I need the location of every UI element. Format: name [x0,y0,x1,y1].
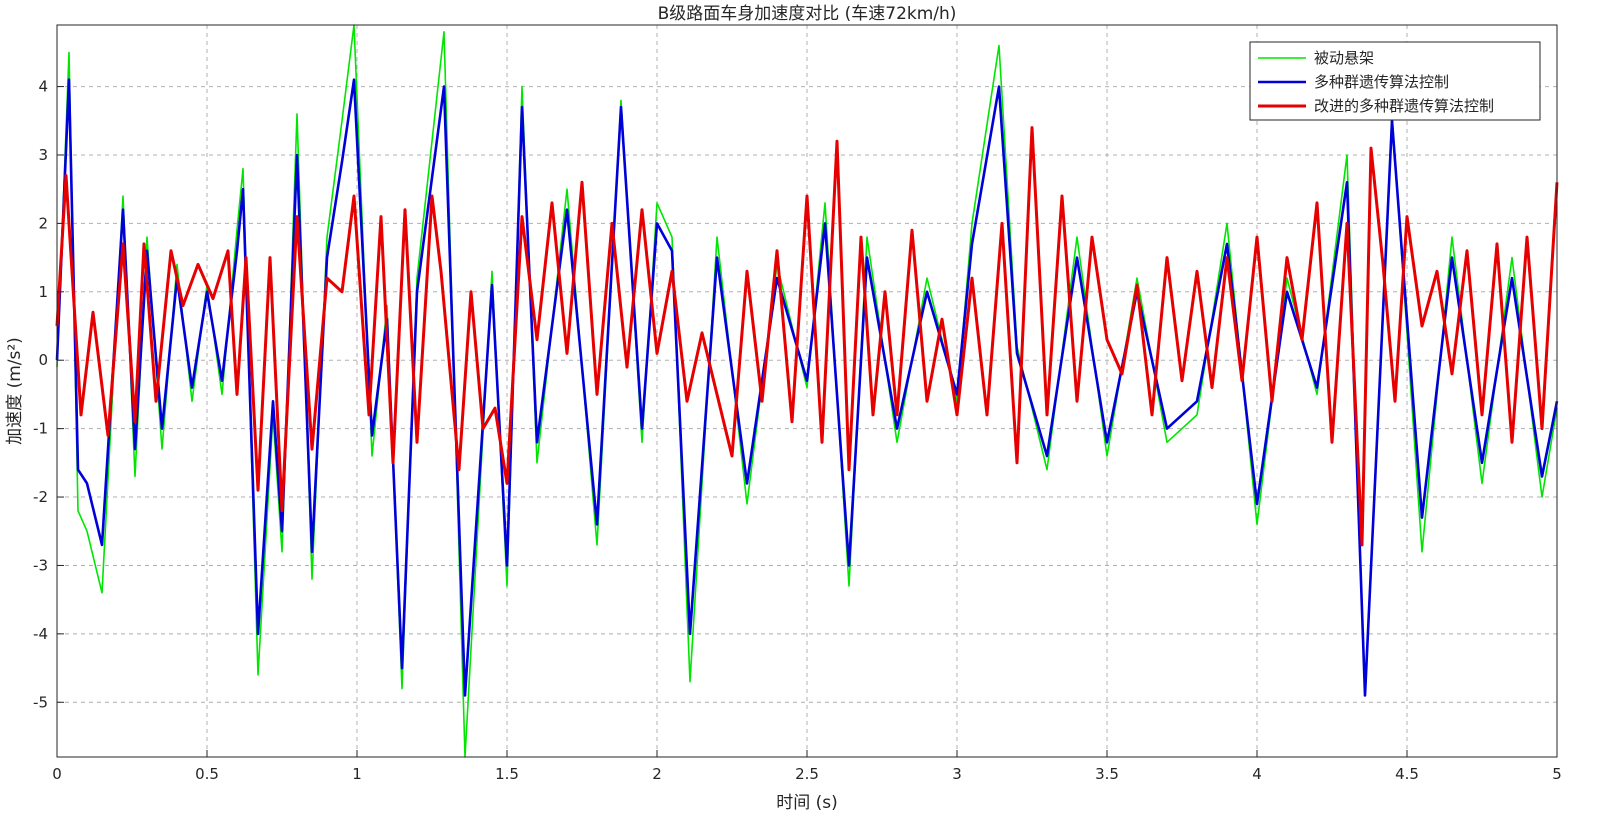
y-tick-label: -2 [33,488,48,506]
x-tick-label: 3.5 [1095,765,1119,783]
x-tick-label: 4.5 [1395,765,1419,783]
x-tick-label: 4 [1252,765,1262,783]
y-tick-label: 3 [38,146,48,164]
x-tick-label: 0.5 [195,765,219,783]
x-tick-label: 2 [652,765,662,783]
y-tick-label: -4 [33,625,48,643]
x-axis-label: 时间 (s) [776,793,838,813]
y-tick-label: 4 [38,78,48,96]
chart-title: B级路面车身加速度对比 (车速72km/h) [658,4,957,24]
x-tick-label: 3 [952,765,962,783]
y-tick-label: 2 [38,214,48,232]
y-tick-label: -1 [33,420,48,438]
axis-ticks: 0 0.5 1 1.5 2 2.5 3 3.5 4 4.5 5 -5 -4 -3 -2 -1 0 1 2 3 4 [33,78,1562,783]
plot-background [57,25,1557,757]
x-tick-label: 1.5 [495,765,519,783]
x-tick-label: 2.5 [795,765,819,783]
x-tick-label: 1 [352,765,362,783]
series-lines [55,24,1559,758]
x-tick-label: 5 [1552,765,1562,783]
y-axis-label: 加速度 (m/s²) [5,337,25,445]
legend-label: 改进的多种群遗传算法控制 [1314,97,1494,115]
series-line-3 [55,126,1559,547]
y-tick-label: 1 [38,283,48,301]
legend-label: 多种群遗传算法控制 [1314,73,1449,91]
x-tick-label: 0 [52,765,62,783]
y-tick-label: -3 [33,556,48,574]
y-tick-label: -5 [33,693,48,711]
y-tick-label: 0 [38,351,48,369]
legend-label: 被动悬架 [1314,49,1374,67]
